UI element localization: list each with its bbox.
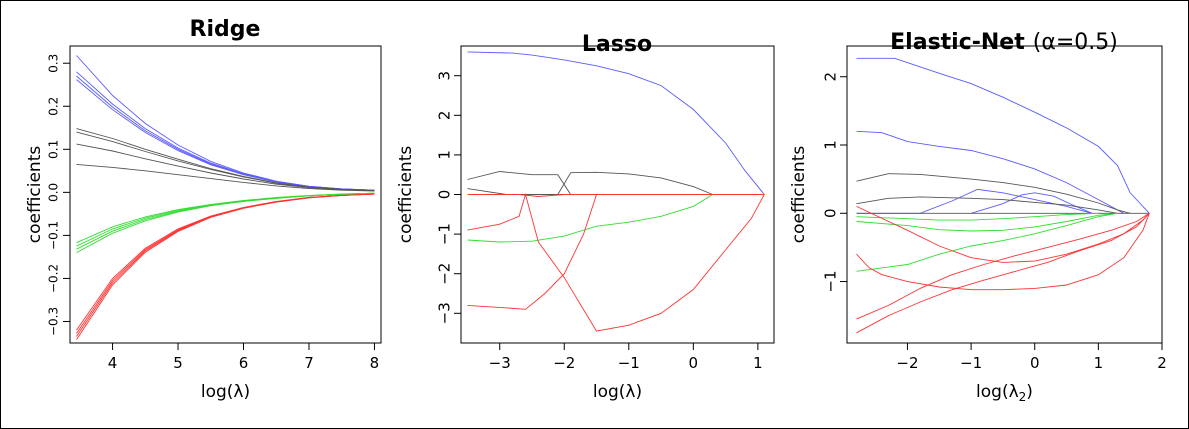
y-tick-label: 0 [822,209,840,219]
y-tick-label: −0.1 [47,221,61,250]
series-line-green-9 [76,192,375,247]
series-line-green-7 [856,212,1118,272]
y-axis-label: coefficients [25,146,45,244]
x-axis-label: log(λ) [593,382,642,402]
series-line-black-4 [856,173,1131,214]
y-tick-label: 0.2 [47,97,61,116]
series-line-blue-3 [76,79,375,191]
series-line-green-8 [76,192,375,244]
chart-title-text: Elastic-Net [890,30,1025,55]
y-tick-label: 1 [436,150,454,160]
series-line-blue-3 [970,192,1093,214]
series-line-red-12 [76,193,375,331]
series-line-green-4 [467,194,713,243]
x-tick-label: 8 [370,354,380,372]
series-line-black-1 [467,171,713,195]
series-line-black-4 [76,128,375,192]
y-tick-label: 1 [822,140,840,150]
series-line-blue-2 [856,188,1093,214]
chart-panel-1: Lasso −3 −2 −1 0 1 −3 −2 −1 0 1 2 3 log(λ) coefficient… [396,32,775,402]
y-tick-label: 0 [436,190,454,200]
series-line-blue-0 [856,57,1150,214]
x-tick-label: −2 [896,354,918,372]
x-tick-label: 4 [108,354,118,372]
y-tick-label: −0.3 [47,307,61,336]
series-line-red-14 [76,193,375,337]
x-tick-label: 1 [753,354,763,372]
x-tick-label: 0 [689,354,699,372]
chart-title-note: (α=0.5) [1033,30,1118,55]
y-axis-label: coefficients [396,146,416,244]
x-tick-label: −1 [618,354,640,372]
chart-title: Ridge [190,17,261,42]
series-line-red-13 [76,193,375,334]
y-tick-label: −0.2 [47,264,61,293]
x-tick-label: 7 [304,354,314,372]
y-tick-label: 0.3 [47,54,61,73]
series-line-red-13 [856,205,1150,263]
series-line-green-10 [76,192,375,250]
chart-title: Elastic-Net (α=0.5) [890,30,1118,55]
plot-frame [69,45,382,344]
x-tick-label: −3 [489,354,511,372]
series-line-red-15 [76,193,375,340]
y-tick-label: −3 [436,302,454,324]
plot-frame [846,45,1163,344]
chart-panel-2: Elastic-Net (α=0.5) −2 −1 0 1 2 −1 0 1 2 log(λ2) coe… [789,30,1167,404]
series-line-black-5 [856,196,1118,214]
y-tick-label: −1 [436,223,454,245]
series-line-blue-0 [76,55,375,191]
series-line-green-8 [856,212,1118,232]
chart-title-text: Ridge [190,17,261,42]
x-tick-label: 6 [239,354,249,372]
series-line-red-5 [467,194,765,310]
y-tick-label: 0.0 [47,183,61,202]
x-axis-label: log(λ) [201,382,250,402]
x-tick-label: 2 [1157,354,1167,372]
x-tick-label: −1 [960,354,982,372]
series-line-black-6 [76,143,375,192]
series-line-black-2 [467,171,713,195]
series-line-green-11 [76,193,375,253]
y-tick-label: 0.1 [47,140,61,159]
y-tick-label: −1 [822,270,840,292]
chart-panel-0: Ridge 4 5 6 7 8 −0.3 −0.2 −0.1 0.0 0.1 0.2 0.3 log(λ)… [25,17,382,402]
x-tick-label: 5 [173,354,183,372]
x-axis-label: log(λ2) [976,382,1033,404]
chart-title: Lasso [582,32,652,57]
series-line-green-9 [856,212,1099,221]
series-line-red-12 [856,213,1150,291]
series-line-red-11 [856,212,1150,334]
y-axis-label: coefficients [789,146,809,244]
series-line-black-7 [76,163,375,192]
y-tick-label: −2 [436,263,454,285]
x-tick-label: −2 [553,354,575,372]
y-tick-label: 2 [436,111,454,121]
series-line-blue-1 [856,130,1125,214]
series-line-blue-0 [467,51,765,195]
x-tick-label: 0 [1030,354,1040,372]
y-tick-label: 2 [822,72,840,82]
series-line-red-10 [856,212,1150,320]
series-line-red-6 [467,192,765,332]
y-tick-label: 3 [436,71,454,81]
x-tick-label: 1 [1094,354,1104,372]
series-line-red-7 [467,194,765,197]
chart-title-text: Lasso [582,32,652,57]
